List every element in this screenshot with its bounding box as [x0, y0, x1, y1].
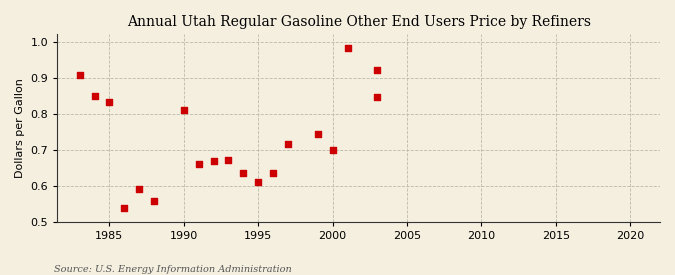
- Point: [104, 100, 115, 104]
- Point: [134, 187, 144, 191]
- Point: [223, 158, 234, 162]
- Point: [178, 108, 189, 112]
- Point: [372, 95, 383, 99]
- Point: [89, 94, 100, 98]
- Point: [342, 46, 353, 51]
- Point: [283, 141, 294, 146]
- Point: [148, 199, 159, 203]
- Title: Annual Utah Regular Gasoline Other End Users Price by Refiners: Annual Utah Regular Gasoline Other End U…: [127, 15, 591, 29]
- Text: Source: U.S. Energy Information Administration: Source: U.S. Energy Information Administ…: [54, 265, 292, 274]
- Y-axis label: Dollars per Gallon: Dollars per Gallon: [15, 78, 25, 178]
- Point: [238, 170, 249, 175]
- Point: [193, 162, 204, 167]
- Point: [253, 180, 264, 185]
- Point: [119, 206, 130, 211]
- Point: [372, 67, 383, 72]
- Point: [268, 171, 279, 175]
- Point: [313, 132, 323, 136]
- Point: [74, 73, 85, 78]
- Point: [327, 148, 338, 153]
- Point: [208, 159, 219, 163]
